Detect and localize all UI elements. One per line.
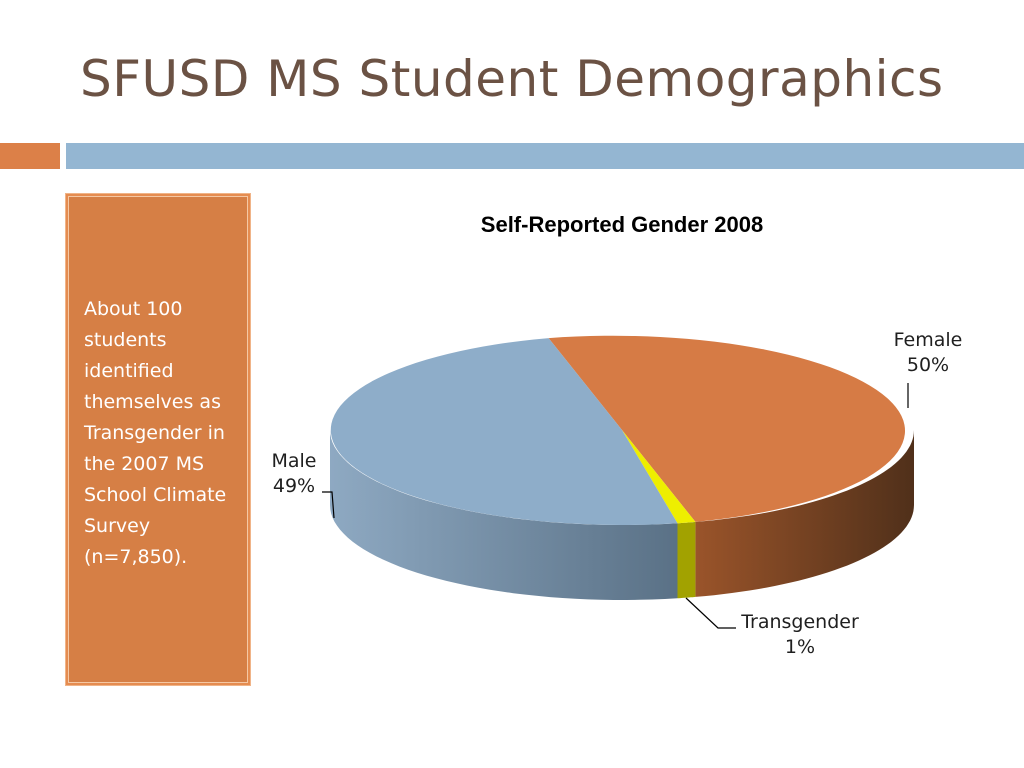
side-panel: About 100 students identified themselves…: [65, 193, 251, 686]
label-transgender: Transgender: [740, 611, 859, 633]
leader-line-transgender: [685, 597, 736, 629]
pie-labels: Female 50% Transgender 1% Male 49%: [271, 329, 962, 658]
pie-sides: [330, 430, 914, 600]
value-label-transgender: 1%: [785, 636, 815, 658]
chart-title: Self-Reported Gender 2008: [481, 212, 763, 237]
value-label-male: 49%: [273, 475, 315, 497]
value-label-female: 50%: [907, 354, 949, 376]
pie-side-female: [695, 430, 914, 597]
label-male: Male: [271, 450, 316, 472]
pie-side-male: [330, 430, 678, 600]
pie-slice-transgender: [622, 430, 696, 524]
pie-tops: [330, 335, 906, 525]
side-panel-text: About 100 students identified themselves…: [84, 298, 227, 568]
accent-bar-blue: [66, 143, 1024, 169]
accent-bar-orange: [0, 143, 60, 169]
label-female: Female: [894, 329, 963, 351]
pie-slice-male: [330, 338, 678, 525]
leader-line-male: [322, 491, 335, 519]
pie-side-transgender: [677, 521, 696, 599]
slide-title: SFUSD MS Student Demographics: [80, 50, 944, 108]
pie-slice-female: [548, 335, 906, 522]
